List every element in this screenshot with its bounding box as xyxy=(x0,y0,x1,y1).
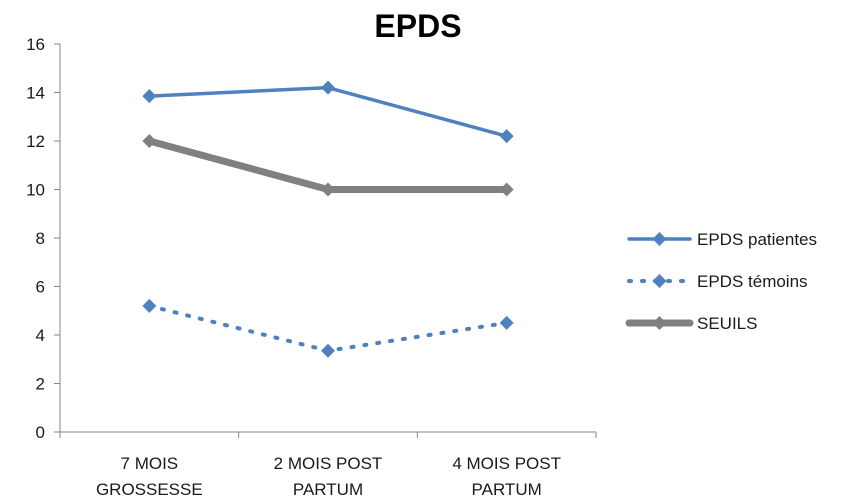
y-tick-label: 4 xyxy=(36,326,45,345)
data-point-marker xyxy=(321,80,335,95)
y-tick-label: 2 xyxy=(36,375,45,394)
y-tick-label: 10 xyxy=(26,181,45,200)
x-category-label: 2 MOIS POST xyxy=(274,454,383,473)
legend-marker xyxy=(652,232,667,246)
legend-entry: EPDS témoins xyxy=(627,272,808,291)
x-category-label: 4 MOIS POST xyxy=(452,454,561,473)
data-point-marker xyxy=(499,129,514,144)
y-tick-label: 16 xyxy=(26,35,45,54)
x-category-label: 7 MOIS xyxy=(121,454,179,473)
series-0 xyxy=(142,80,514,144)
legend: EPDS patientes EPDS témoins SEUILS xyxy=(625,230,817,333)
y-tick-label: 6 xyxy=(36,278,45,297)
data-point-marker xyxy=(321,182,335,197)
legend-label: EPDS patientes xyxy=(697,230,817,249)
series-layer xyxy=(142,80,514,358)
series-2 xyxy=(142,134,514,197)
x-category-label: PARTUM xyxy=(472,480,542,499)
data-point-marker xyxy=(142,298,157,313)
legend-marker xyxy=(652,316,667,330)
y-tick-label: 14 xyxy=(26,84,45,103)
series-line xyxy=(147,85,509,138)
legend-marker xyxy=(652,274,667,288)
y-tick-label: 0 xyxy=(36,423,45,442)
legend-entry: SEUILS xyxy=(625,314,757,333)
legend-label: EPDS témoins xyxy=(697,272,808,291)
series-line xyxy=(145,137,511,193)
x-category-label: PARTUM xyxy=(293,480,363,499)
data-point-marker xyxy=(321,343,335,358)
data-point-marker xyxy=(499,315,514,330)
legend-label: SEUILS xyxy=(697,314,757,333)
x-category-label: GROSSESSE xyxy=(96,480,203,499)
data-point-marker xyxy=(142,89,157,104)
data-point-marker xyxy=(142,134,157,148)
y-tick-label: 8 xyxy=(36,229,45,248)
y-tick-label: 12 xyxy=(26,132,45,151)
axis-ticks: 0 2 4 6 8 10 12 14 16 7 MOIS GROSSESSE 2 MOIS POST P… xyxy=(26,35,597,499)
chart-title: EPDS xyxy=(374,8,461,44)
data-point-marker xyxy=(499,182,514,197)
legend-entry: EPDS patientes xyxy=(627,230,817,249)
series-1 xyxy=(142,298,514,358)
